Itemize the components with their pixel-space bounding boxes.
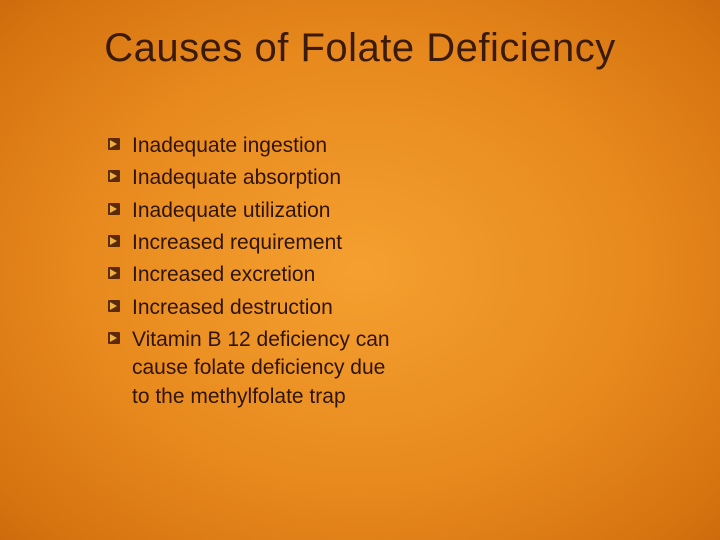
bullet-text: Increased excretion [132, 261, 315, 289]
bullet-text: Increased destruction [132, 294, 333, 322]
arrow-square-icon [108, 138, 122, 152]
list-item: Vitamin B 12 deficiency can cause folate… [108, 326, 408, 411]
bullet-text: Inadequate absorption [132, 164, 341, 192]
list-item: Increased destruction [108, 294, 408, 322]
arrow-square-icon [108, 332, 122, 346]
slide-title: Causes of Folate Deficiency [0, 26, 720, 71]
list-item: Inadequate ingestion [108, 132, 408, 160]
list-item: Increased requirement [108, 229, 408, 257]
bullet-list: Inadequate ingestion Inadequate absorpti… [108, 132, 408, 415]
arrow-square-icon [108, 235, 122, 249]
slide: Causes of Folate Deficiency Inadequate i… [0, 0, 720, 540]
bullet-text: Increased requirement [132, 229, 342, 257]
arrow-square-icon [108, 267, 122, 281]
arrow-square-icon [108, 300, 122, 314]
list-item: Inadequate absorption [108, 164, 408, 192]
bullet-text: Vitamin B 12 deficiency can cause folate… [132, 326, 408, 411]
list-item: Increased excretion [108, 261, 408, 289]
arrow-square-icon [108, 203, 122, 217]
bullet-text: Inadequate utilization [132, 197, 331, 225]
list-item: Inadequate utilization [108, 197, 408, 225]
bullet-text: Inadequate ingestion [132, 132, 327, 160]
arrow-square-icon [108, 170, 122, 184]
